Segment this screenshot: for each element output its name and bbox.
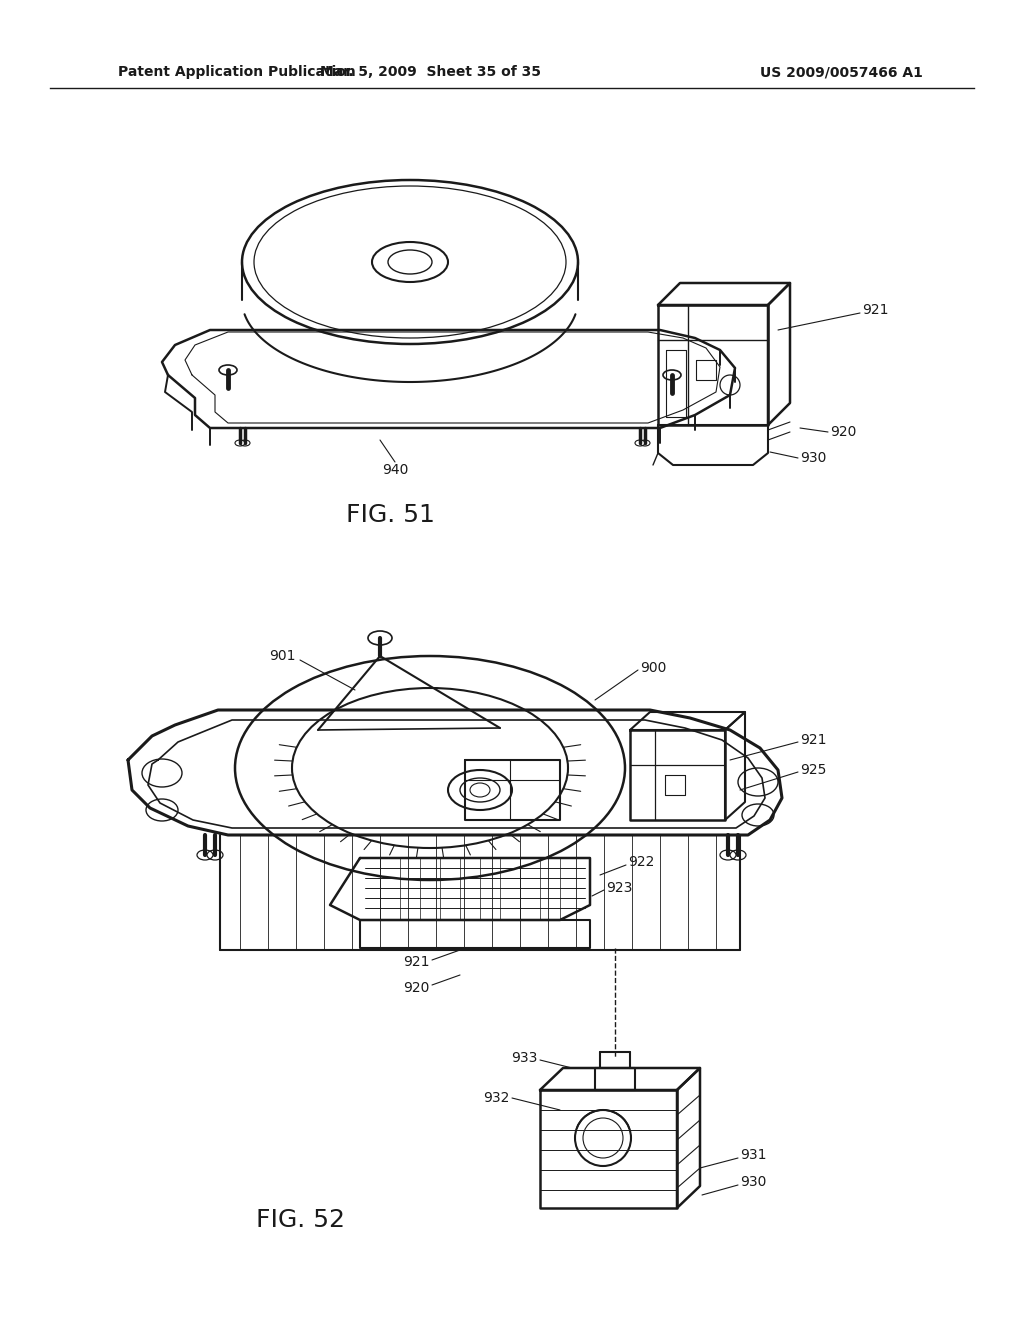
Text: 921: 921 xyxy=(862,304,889,317)
Text: 925: 925 xyxy=(800,763,826,777)
Text: FIG. 51: FIG. 51 xyxy=(345,503,434,527)
Text: 933: 933 xyxy=(512,1051,538,1065)
Text: 900: 900 xyxy=(640,661,667,675)
Text: 930: 930 xyxy=(740,1175,766,1189)
Text: Mar. 5, 2009  Sheet 35 of 35: Mar. 5, 2009 Sheet 35 of 35 xyxy=(319,65,541,79)
Text: 920: 920 xyxy=(403,981,430,995)
Text: 922: 922 xyxy=(628,855,654,869)
Text: 940: 940 xyxy=(382,463,409,477)
Text: 920: 920 xyxy=(830,425,856,440)
Text: 901: 901 xyxy=(269,649,296,663)
Text: US 2009/0057466 A1: US 2009/0057466 A1 xyxy=(760,65,923,79)
Text: FIG. 52: FIG. 52 xyxy=(256,1208,344,1232)
Text: 931: 931 xyxy=(740,1148,767,1162)
Text: 932: 932 xyxy=(483,1092,510,1105)
Text: 921: 921 xyxy=(800,733,826,747)
Text: 923: 923 xyxy=(606,880,633,895)
Text: 921: 921 xyxy=(403,954,430,969)
Text: 930: 930 xyxy=(800,451,826,465)
Text: Patent Application Publication: Patent Application Publication xyxy=(118,65,355,79)
